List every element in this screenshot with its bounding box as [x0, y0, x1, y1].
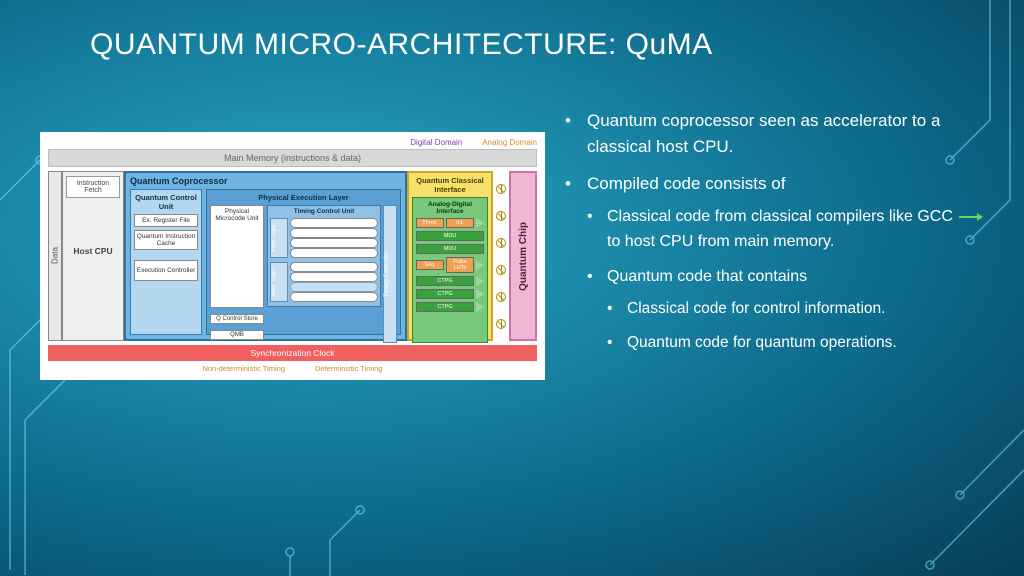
arrow-icon	[957, 211, 983, 223]
block-timing-control-unit: Timing Control Unit Addr. Logic Timing Q…	[267, 205, 381, 307]
block-timing-controller: Timing Controller	[383, 205, 397, 343]
block-instruction-fetch: Instruction Fetch	[66, 176, 120, 198]
label-analog-domain: Analog Domain	[482, 138, 537, 147]
rail-data: Data	[48, 171, 62, 341]
block-analog-digital-interface: Analog-Digital Interface Thres.Int. MDU …	[412, 197, 488, 343]
block-host-cpu: Instruction Fetch Host CPU	[62, 171, 124, 341]
label-deterministic-timing: Deterministic Timing	[315, 364, 383, 373]
bullet-2: Compiled code consists of Classical code…	[565, 171, 985, 356]
slide-title: QUANTUM MICRO-ARCHITECTURE: QuMA	[90, 28, 713, 62]
label-digital-domain: Digital Domain	[410, 138, 462, 147]
block-quantum-chip: Quantum Chip	[509, 171, 537, 341]
block-sync-clock: Synchronization Clock	[48, 345, 537, 361]
bullet-2b2: Quantum code for quantum operations.	[607, 331, 985, 355]
block-quantum-control-unit: Quantum Control Unit Ex. Register File Q…	[130, 189, 202, 335]
bullet-2b: Quantum code that contains Classical cod…	[587, 265, 985, 356]
architecture-diagram: Digital Domain Analog Domain Main Memory…	[40, 132, 545, 380]
label-nondeterministic-timing: Non-deterministic Timing	[202, 364, 285, 373]
block-quantum-classical-interface: Quantum Classical Interface Analog-Digit…	[407, 171, 493, 341]
bullet-list: Quantum coprocessor seen as accelerator …	[565, 108, 985, 365]
block-physical-execution-layer: Physical Execution Layer Physical Microc…	[206, 189, 401, 335]
block-main-memory: Main Memory (instructions & data)	[48, 149, 537, 167]
bullet-2b1: Classical code for control information.	[607, 297, 985, 321]
block-quantum-coprocessor: Quantum Coprocessor Quantum Control Unit…	[124, 171, 407, 341]
bullet-1: Quantum coprocessor seen as accelerator …	[565, 108, 985, 161]
bullet-2a: Classical code from classical compilers …	[587, 205, 985, 255]
block-mixers	[493, 171, 509, 341]
